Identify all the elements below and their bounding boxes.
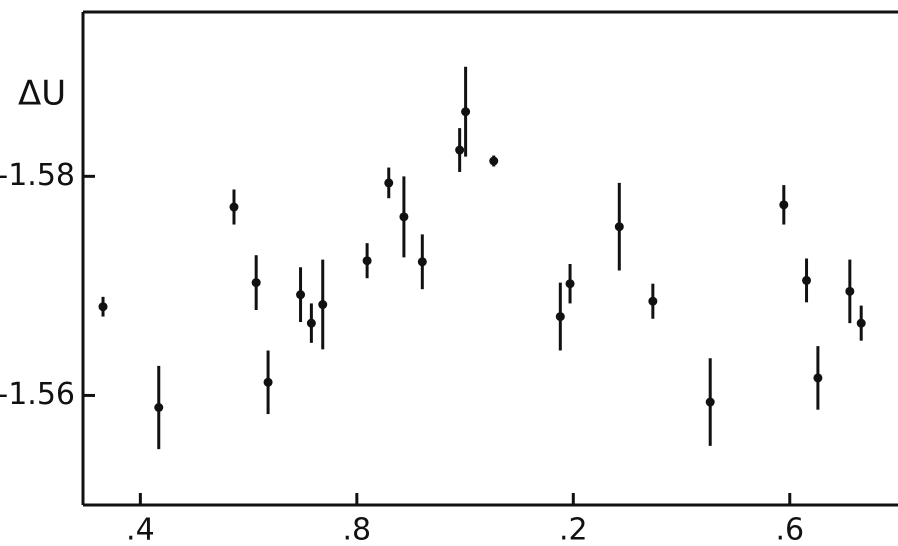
point xyxy=(263,377,273,387)
point xyxy=(399,212,409,222)
x-tick-label: .6 xyxy=(775,513,804,546)
x-tick-label: .2 xyxy=(559,513,588,546)
point xyxy=(251,278,261,288)
point xyxy=(802,275,812,285)
x-tick-label: .8 xyxy=(343,513,372,546)
point xyxy=(813,373,823,383)
point xyxy=(306,318,316,328)
y-tick-label: -1.56 xyxy=(0,377,75,412)
point xyxy=(296,290,306,300)
point xyxy=(417,257,427,267)
point xyxy=(98,302,108,312)
point xyxy=(318,300,328,310)
y-axis-label: ΔU xyxy=(18,74,66,114)
point xyxy=(779,200,789,210)
point xyxy=(565,279,575,289)
point xyxy=(614,222,624,232)
point xyxy=(555,312,565,322)
point xyxy=(461,107,471,117)
point xyxy=(705,397,715,407)
point xyxy=(489,156,499,166)
point xyxy=(648,296,658,306)
point xyxy=(229,202,239,212)
point xyxy=(362,256,372,266)
point xyxy=(154,402,164,412)
point xyxy=(856,318,866,328)
point xyxy=(845,286,855,296)
point xyxy=(455,145,465,155)
y-tick-label: -1.58 xyxy=(0,158,75,193)
point xyxy=(384,178,394,188)
x-tick-label: .4 xyxy=(126,513,155,546)
